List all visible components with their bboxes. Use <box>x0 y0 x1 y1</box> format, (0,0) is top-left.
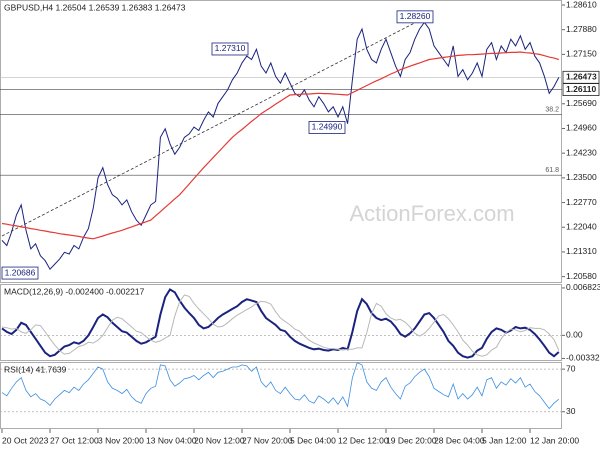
annotation-label: 1.27310 <box>215 43 246 53</box>
annotation-label: 1.20686 <box>5 267 36 277</box>
x-tick-label: 5 Jan 12:00 <box>482 435 527 445</box>
series-line <box>1 51 559 240</box>
x-tick-label: 12 Dec 12:00 <box>338 435 389 445</box>
y-tick-label: 30 <box>566 406 576 416</box>
price-level-label: 1.26110 <box>566 84 597 94</box>
x-tick-label: 20 Oct 2023 <box>2 435 49 445</box>
y-tick-label: 1.24960 <box>566 123 597 133</box>
y-tick-label: 1.23500 <box>566 172 597 182</box>
panel-title: MACD(12,26,9) -0.002400 -0.002217 <box>4 286 145 296</box>
y-tick-label: -0.003321 <box>566 353 600 363</box>
series-line <box>1 21 560 271</box>
annotation-box <box>308 121 346 134</box>
y-tick-label: 1.22770 <box>566 197 597 207</box>
panel-frame <box>0 284 562 361</box>
price-level-box <box>562 83 600 96</box>
trend-line <box>1 13 433 237</box>
y-tick-label: 1.25690 <box>566 98 597 108</box>
y-tick-label: 0.00 <box>566 330 583 340</box>
panel-frame <box>0 362 562 429</box>
annotation-label: 1.28260 <box>400 11 431 21</box>
series-line <box>1 288 560 359</box>
y-tick-label: 1.21310 <box>566 246 597 256</box>
annotation-box <box>211 42 249 56</box>
x-tick-label: 3 Nov 20:00 <box>98 435 144 445</box>
x-tick-label: 27 Nov 20:00 <box>242 435 293 445</box>
x-tick-label: 12 Jan 20:00 <box>530 435 579 445</box>
y-tick-label: 0.006823 <box>566 282 600 292</box>
annotation-box <box>1 266 39 280</box>
y-tick-label: 70 <box>566 363 576 373</box>
x-tick-label: 13 Nov 04:00 <box>146 435 197 445</box>
x-tick-label: 19 Dec 20:00 <box>386 435 437 445</box>
panel-title: RSI(14) 41.7639 <box>4 364 67 374</box>
y-tick-label: 1.22040 <box>566 222 597 232</box>
x-tick-label: 27 Oct 12:00 <box>50 435 99 445</box>
x-tick-label: 28 Dec 04:00 <box>434 435 485 445</box>
price-level-label: 1.26473 <box>566 72 597 82</box>
y-tick-label: 1.27150 <box>566 49 597 59</box>
y-tick-label: 1.28610 <box>566 0 597 9</box>
y-tick-label: 1.27880 <box>566 24 597 34</box>
series-line <box>1 294 560 357</box>
panel-title: GBPUSD,H4 1.26504 1.26539 1.26383 1.2647… <box>4 2 186 12</box>
fib-label: 61.8 <box>545 167 559 174</box>
series-line <box>1 362 560 410</box>
x-tick-label: 5 Dec 04:00 <box>290 435 336 445</box>
x-tick-label: 20 Nov 12:00 <box>194 435 245 445</box>
panel-frame <box>0 0 562 283</box>
annotation-label: 1.24990 <box>312 122 343 132</box>
y-tick-label: 1.24230 <box>566 147 597 157</box>
watermark: ActionForex.com <box>349 201 514 226</box>
annotation-box <box>396 10 434 24</box>
fib-label: 38.2 <box>545 107 559 114</box>
y-tick-label: 1.20580 <box>566 271 597 281</box>
